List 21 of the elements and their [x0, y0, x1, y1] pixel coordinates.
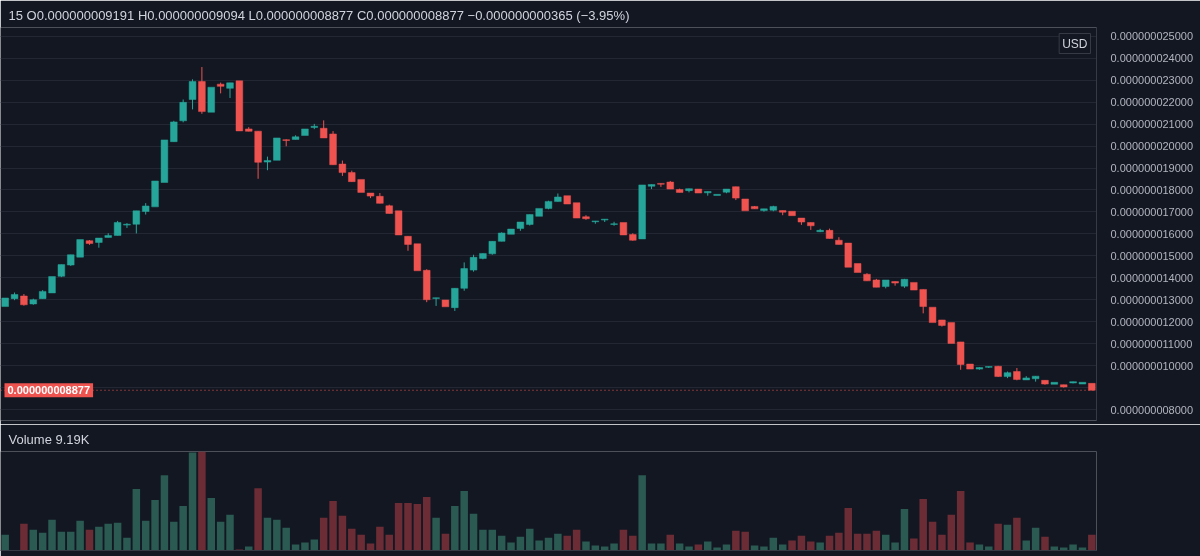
y-tick-label: 0.000000008000 — [1110, 403, 1194, 416]
y-tick-label: 0.000000010000 — [1110, 359, 1194, 372]
annotation: USD — [1062, 36, 1088, 51]
y-tick-label: 0.000000015000 — [1110, 249, 1194, 262]
y-tick-label: 0.000000020000 — [1110, 140, 1194, 153]
y-tick-label: 0.000000018000 — [1110, 183, 1194, 196]
y-tick-label: 0.000000011000 — [1110, 337, 1193, 350]
y-tick-label: 0.000000013000 — [1110, 293, 1194, 306]
chart-title: 15 O0.000000009191 H0.000000009094 L0.000000008877 C0.000000008877 −0.000000000365 (−3.95%) — [8, 7, 630, 23]
chart-title: Volume 9.19K — [8, 431, 90, 447]
y-tick-label: 0.000000014000 — [1110, 271, 1194, 284]
y-tick-label: 0.000000017000 — [1110, 205, 1194, 218]
y-tick-label: 0.000000016000 — [1110, 227, 1194, 240]
y-tick-label: 0.000000012000 — [1110, 315, 1194, 328]
y-tick-label: 0.000000024000 — [1110, 52, 1194, 65]
y-tick-label: 0.000000023000 — [1110, 74, 1194, 87]
ref-line-label: 0.000000008877 — [7, 384, 91, 397]
y-tick-label: 0.000000021000 — [1110, 118, 1194, 131]
y-tick-label: 0.000000022000 — [1110, 96, 1194, 109]
y-tick-label: 0.000000025000 — [1110, 30, 1194, 43]
y-tick-label: 0.000000019000 — [1110, 162, 1194, 175]
